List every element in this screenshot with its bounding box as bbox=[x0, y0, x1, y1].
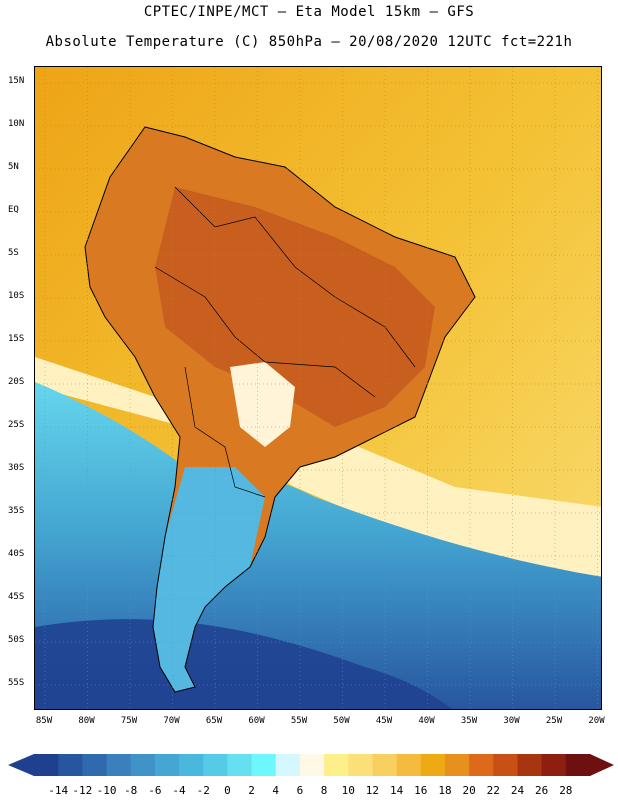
latitude-label: 5N bbox=[8, 162, 19, 172]
colorbar-tick-label: 16 bbox=[414, 784, 428, 797]
longitude-label: 30W bbox=[503, 716, 520, 726]
map-canvas bbox=[35, 67, 601, 709]
longitude-label: 25W bbox=[545, 716, 563, 726]
colorbar-segment bbox=[299, 754, 325, 776]
colorbar-segment bbox=[420, 754, 446, 776]
colorbar-tick-label: 26 bbox=[535, 784, 549, 797]
colorbar-segment bbox=[324, 754, 349, 776]
latitude-label: EQ bbox=[8, 205, 19, 215]
colorbar-segment bbox=[493, 754, 518, 776]
latitude-label: 10S bbox=[8, 291, 25, 301]
colorbar-tick-label: 0 bbox=[224, 784, 231, 797]
colorbar-segment bbox=[469, 754, 494, 776]
colorbar-tick-label: -14 bbox=[48, 784, 69, 797]
longitude-label: 75W bbox=[120, 716, 138, 726]
latitude-label: 15S bbox=[8, 334, 25, 344]
colorbar-segment bbox=[106, 754, 132, 776]
latitude-label: 5S bbox=[8, 248, 19, 258]
colorbar-tick-label: -10 bbox=[96, 784, 117, 797]
longitude-label: 65W bbox=[205, 716, 223, 726]
colorbar-segment bbox=[179, 754, 204, 776]
colorbar-segment bbox=[82, 754, 108, 776]
colorbar-segment bbox=[154, 754, 180, 776]
colorbar-tick-label: 4 bbox=[272, 784, 280, 797]
hot-core-region bbox=[155, 187, 435, 427]
colorbar bbox=[8, 754, 614, 776]
colorbar-tick-label: 10 bbox=[341, 784, 355, 797]
colorbar-segment bbox=[130, 754, 156, 776]
colorbar-tick-label: 14 bbox=[389, 784, 404, 797]
chart-subtitle: Absolute Temperature (C) 850hPa – 20/08/… bbox=[45, 34, 573, 50]
colorbar-segment bbox=[372, 754, 398, 776]
coldest-region bbox=[35, 619, 453, 709]
latitude-label: 55S bbox=[8, 678, 25, 688]
longitude-label: 35W bbox=[460, 716, 478, 726]
longitude-label: 20W bbox=[588, 716, 605, 726]
longitude-label: 60W bbox=[248, 716, 265, 726]
colorbar-segment bbox=[444, 754, 470, 776]
lat-lon-grid bbox=[35, 67, 601, 709]
longitude-label: 50W bbox=[333, 716, 350, 726]
colorbar-segment bbox=[34, 754, 59, 776]
colorbar-tick-label: 18 bbox=[438, 784, 452, 797]
latitude-label: 50S bbox=[8, 635, 25, 645]
latitude-label: 15N bbox=[8, 76, 25, 86]
colorbar-tick-label: 6 bbox=[296, 784, 304, 797]
longitude-label: 40W bbox=[418, 716, 435, 726]
colorbar-tick-label: -4 bbox=[172, 784, 186, 797]
chart-title: CPTEC/INPE/MCT – Eta Model 15km – GFS bbox=[143, 4, 475, 20]
longitude-label: 85W bbox=[35, 716, 53, 726]
colorbar-tick-label: -12 bbox=[72, 784, 93, 797]
colorbar-segment bbox=[58, 754, 83, 776]
longitude-label: 45W bbox=[375, 716, 393, 726]
latitude-label: 25S bbox=[8, 420, 25, 430]
colorbar-segment bbox=[517, 754, 543, 776]
temperature-map bbox=[34, 66, 602, 710]
colorbar-tick-label: -8 bbox=[124, 784, 138, 797]
colorbar-tick-label: 12 bbox=[365, 784, 380, 797]
latitude-label: 35S bbox=[8, 506, 25, 516]
colorbar-tick-label: 28 bbox=[559, 784, 573, 797]
latitude-label: 40S bbox=[8, 549, 25, 559]
colorbar-right-arrow bbox=[590, 754, 614, 776]
colorbar-segment bbox=[348, 754, 373, 776]
colorbar-tick-label: -2 bbox=[196, 784, 210, 797]
cool-pocket bbox=[230, 362, 295, 447]
colorbar-segment bbox=[227, 754, 253, 776]
southern-cone-land bbox=[153, 467, 265, 692]
colorbar-segment bbox=[275, 754, 301, 776]
colorbar-segment bbox=[251, 754, 277, 776]
colorbar-tick-label: 2 bbox=[248, 784, 255, 797]
longitude-label: 70W bbox=[163, 716, 180, 726]
colorbar-tick-label: 22 bbox=[486, 784, 500, 797]
latitude-label: 10N bbox=[8, 119, 25, 129]
longitude-label: 55W bbox=[290, 716, 308, 726]
colorbar-tick-label: -6 bbox=[148, 784, 162, 797]
colorbar-segment bbox=[565, 754, 591, 776]
colorbar-segment bbox=[541, 754, 567, 776]
colorbar-tick-label: 20 bbox=[462, 784, 476, 797]
colorbar-segment bbox=[203, 754, 228, 776]
country-borders bbox=[184, 366, 266, 498]
colorbar-segment bbox=[396, 754, 422, 776]
colorbar-tick-label: 8 bbox=[320, 784, 328, 797]
latitude-label: 20S bbox=[8, 377, 25, 387]
latitude-label: 45S bbox=[8, 592, 25, 602]
longitude-label: 80W bbox=[78, 716, 95, 726]
colorbar-left-arrow bbox=[8, 754, 34, 776]
latitude-label: 30S bbox=[8, 463, 25, 473]
country-borders bbox=[154, 266, 376, 398]
colorbar-tick-label: 24 bbox=[510, 784, 525, 797]
